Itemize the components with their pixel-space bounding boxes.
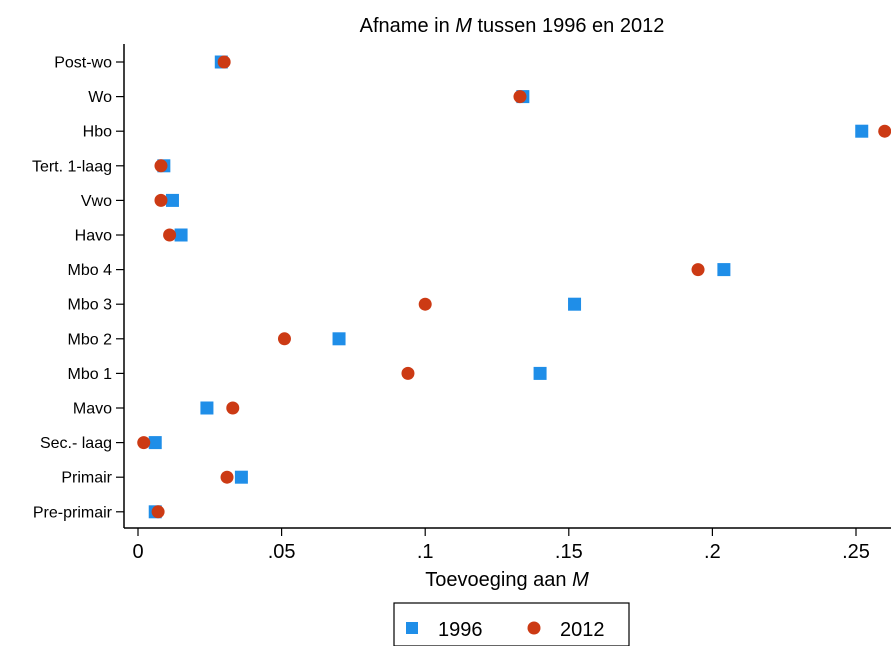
point-2012 — [217, 55, 231, 69]
point-2012 — [137, 436, 151, 450]
point-2012 — [154, 159, 168, 173]
point-1996 — [568, 297, 582, 311]
point-2012 — [151, 505, 165, 519]
x-tick-label: .05 — [268, 541, 296, 563]
point-2012 — [163, 228, 177, 242]
legend-marker-1996 — [406, 622, 418, 634]
y-tick-label: Mbo 1 — [68, 366, 113, 383]
point-1996 — [234, 470, 248, 484]
data-points — [137, 55, 891, 519]
point-2012 — [401, 366, 415, 380]
point-2012 — [226, 401, 240, 415]
point-1996 — [148, 436, 162, 450]
chart-title: Afname in M tussen 1996 en 2012 — [360, 15, 665, 37]
point-1996 — [717, 263, 731, 277]
x-tick-label: .1 — [417, 541, 434, 563]
point-2012 — [154, 193, 168, 207]
x-tick-label: .15 — [555, 541, 583, 563]
legend-box — [393, 602, 630, 646]
point-2012 — [513, 90, 527, 104]
y-tick-label: Sec.- laag — [40, 435, 112, 452]
y-tick-label: Mbo 2 — [68, 331, 113, 348]
y-tick-label: Post-wo — [54, 55, 112, 72]
point-1996 — [332, 332, 346, 346]
point-1996 — [165, 193, 179, 207]
y-tick-label: Mbo 3 — [68, 297, 113, 314]
y-tick-label: Tert. 1-laag — [32, 158, 112, 175]
point-2012 — [277, 332, 291, 346]
legend-label-2012: 2012 — [560, 619, 605, 641]
legend: 1996 2012 — [393, 602, 630, 646]
y-tick-group: Post-wo Wo Hbo Tert. 1-laag Vwo Havo Mbo 4 Mbo … — [32, 55, 124, 521]
legend-marker-2012 — [527, 621, 541, 635]
y-tick-label: Mbo 4 — [68, 262, 113, 279]
point-1996 — [855, 124, 869, 138]
point-2012 — [220, 470, 234, 484]
y-tick-label: Mavo — [73, 401, 112, 418]
y-tick-label: Wo — [88, 89, 112, 106]
x-tick-group: 0 .05 .1 .15 .2 .25 — [132, 528, 870, 563]
x-axis-label: Toevoeging aan M — [425, 569, 589, 591]
x-tick-label: .25 — [842, 541, 870, 563]
y-tick-label: Hbo — [83, 124, 112, 141]
x-tick-label: 0 — [132, 541, 143, 563]
legend-label-1996: 1996 — [438, 619, 483, 641]
y-tick-label: Havo — [75, 228, 112, 245]
point-2012 — [878, 124, 891, 138]
x-tick-label: .2 — [704, 541, 721, 563]
y-tick-label: Pre-primair — [33, 504, 113, 521]
y-tick-label: Vwo — [81, 193, 112, 210]
point-2012 — [418, 297, 432, 311]
point-1996 — [533, 366, 547, 380]
y-tick-label: Primair — [61, 470, 112, 487]
point-1996 — [200, 401, 214, 415]
point-2012 — [691, 263, 705, 277]
point-1996 — [174, 228, 188, 242]
